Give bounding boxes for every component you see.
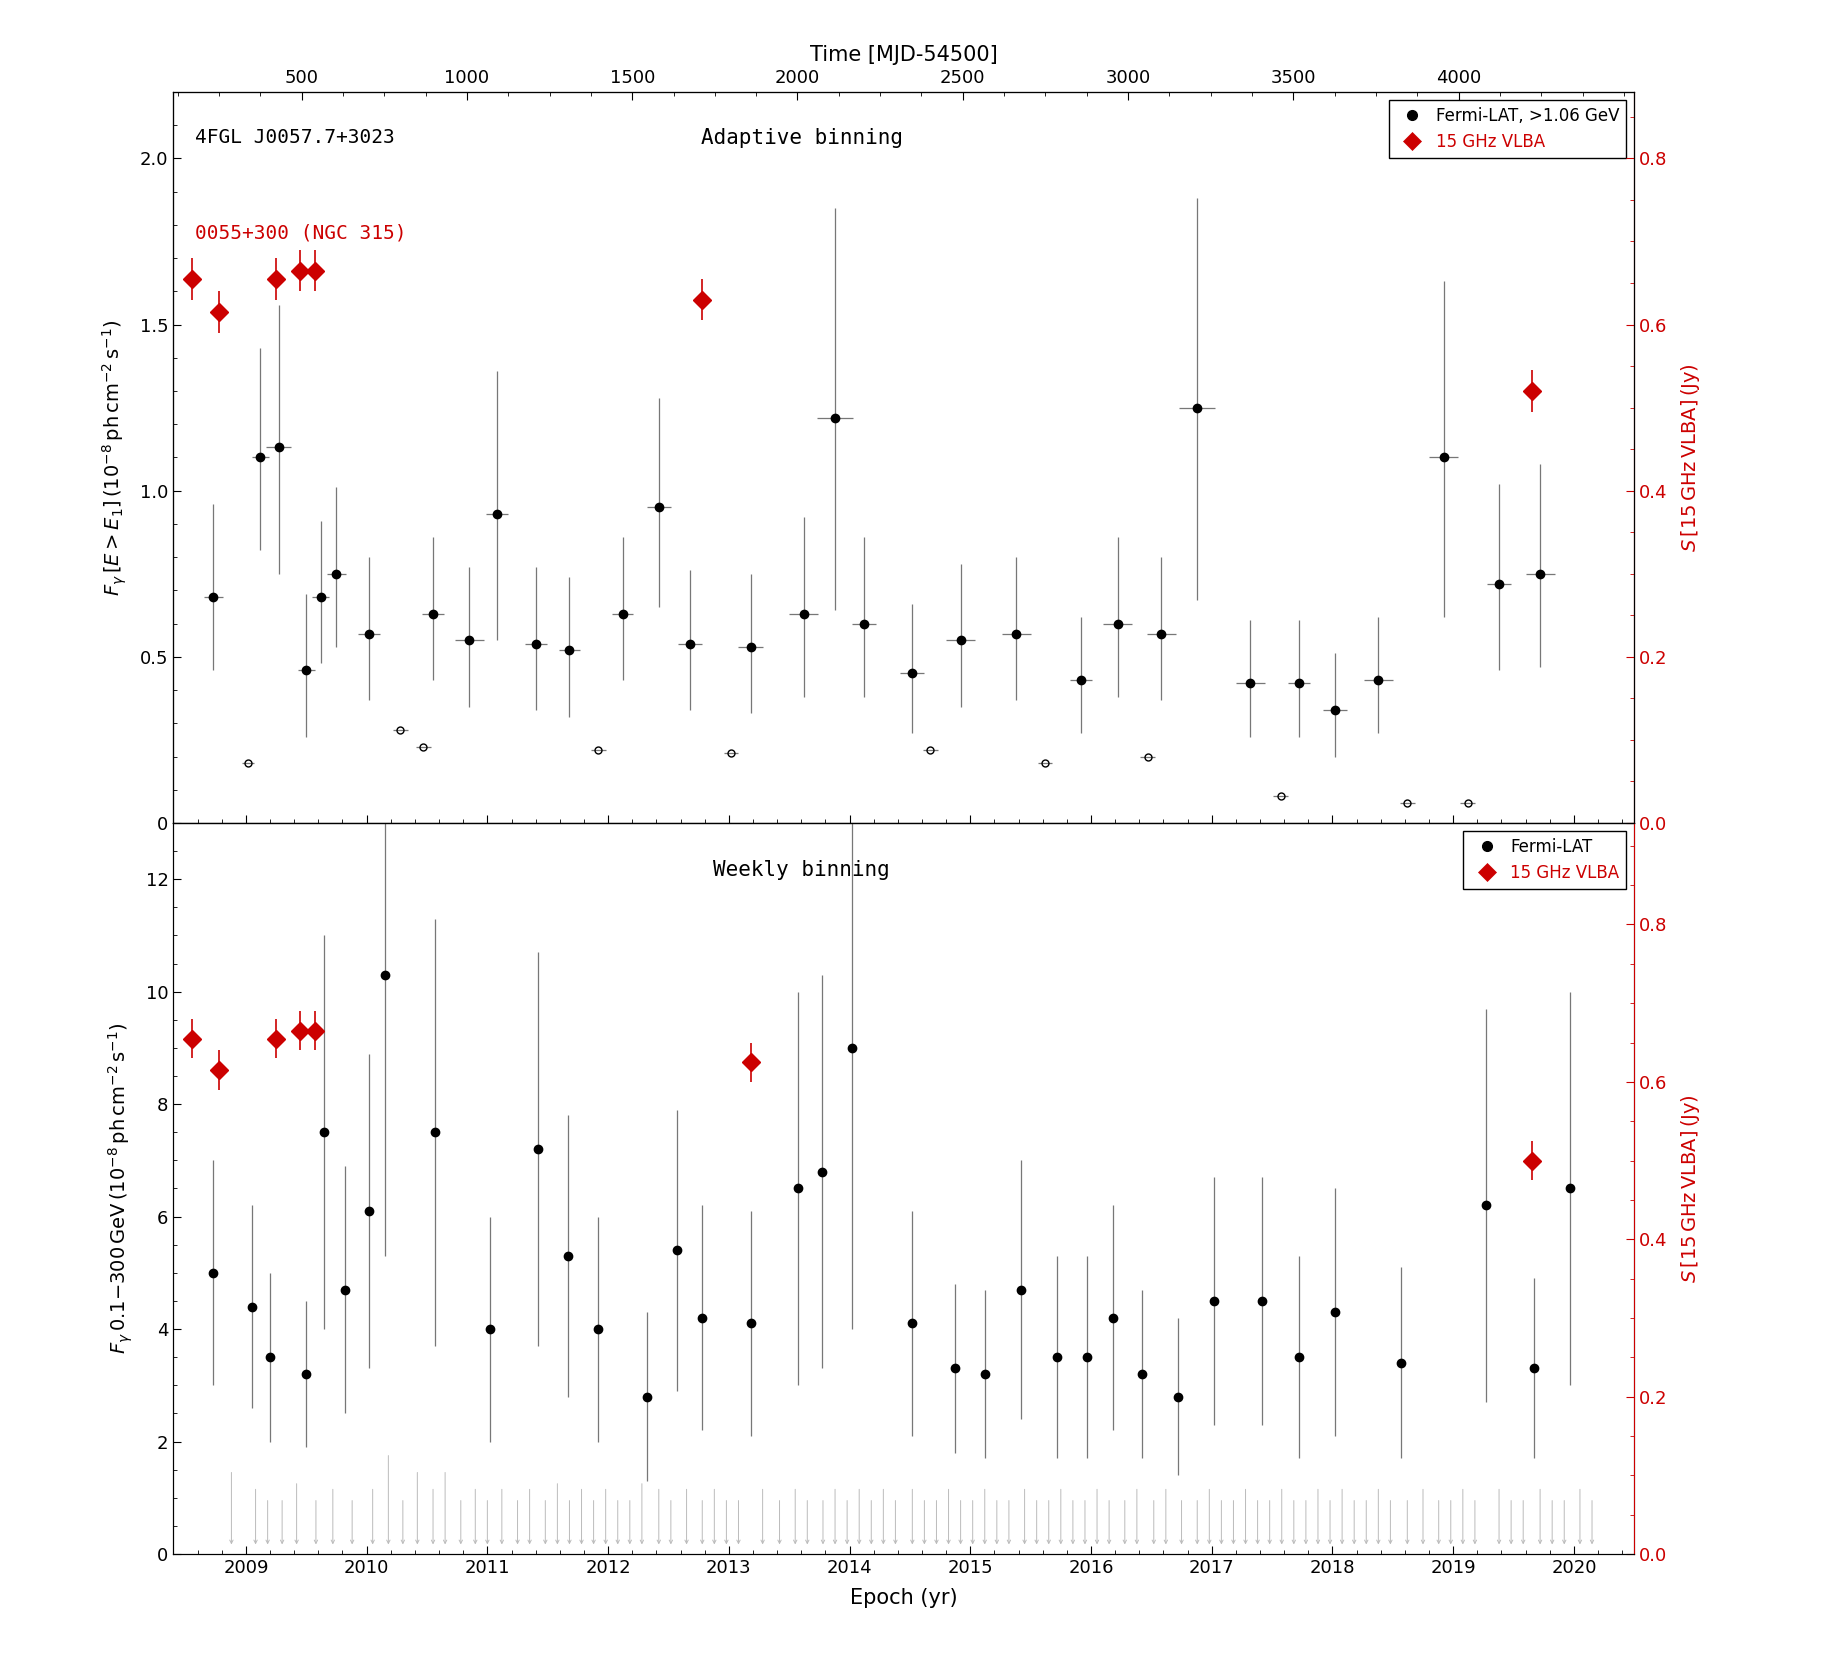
Legend: Fermi-LAT, 15 GHz VLBA: Fermi-LAT, 15 GHz VLBA xyxy=(1463,830,1625,889)
Text: Weekly binning: Weekly binning xyxy=(714,859,889,879)
Y-axis label: $F_{\gamma}\,0.1{-}300\,\mathrm{GeV}\,(10^{-8}\,\mathrm{ph\,cm^{-2}\,s^{-1}})$: $F_{\gamma}\,0.1{-}300\,\mathrm{GeV}\,(1… xyxy=(106,1023,135,1354)
Text: 4FGL J0057.7+3023: 4FGL J0057.7+3023 xyxy=(195,129,394,147)
Text: Adaptive binning: Adaptive binning xyxy=(701,129,902,149)
Text: 0055+300 (NGC 315): 0055+300 (NGC 315) xyxy=(195,224,407,242)
Legend: Fermi-LAT, >1.06 GeV, 15 GHz VLBA: Fermi-LAT, >1.06 GeV, 15 GHz VLBA xyxy=(1390,100,1625,157)
Y-axis label: $F_{\gamma}\,[E{>}E_1]\,(10^{-8}\,\mathrm{ph\,cm^{-2}\,s^{-1}})$: $F_{\gamma}\,[E{>}E_1]\,(10^{-8}\,\mathr… xyxy=(100,319,130,595)
X-axis label: Time [MJD-54500]: Time [MJD-54500] xyxy=(811,45,997,65)
X-axis label: Epoch (yr): Epoch (yr) xyxy=(851,1587,957,1608)
Y-axis label: $S\,[15\,\mathrm{GHz\,VLBA}]\,(\mathrm{Jy})$: $S\,[15\,\mathrm{GHz\,VLBA}]\,(\mathrm{J… xyxy=(1678,1095,1702,1283)
Y-axis label: $S\,[15\,\mathrm{GHz\,VLBA}]\,(\mathrm{Jy})$: $S\,[15\,\mathrm{GHz\,VLBA}]\,(\mathrm{J… xyxy=(1678,363,1702,551)
